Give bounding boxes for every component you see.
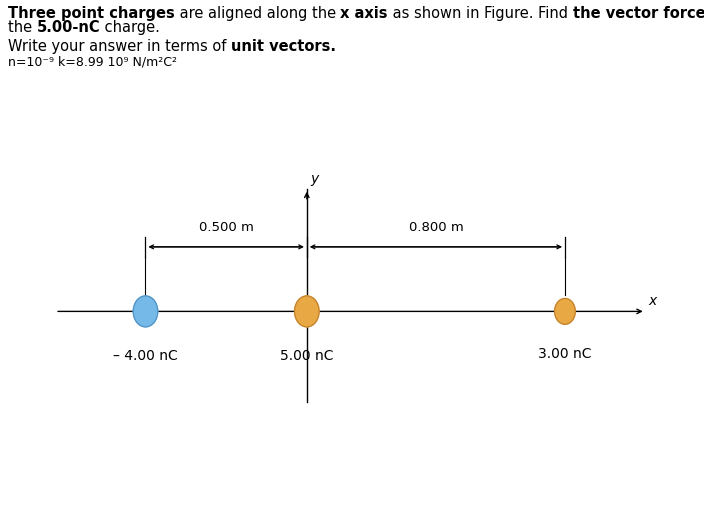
Text: – 4.00 nC: – 4.00 nC bbox=[113, 350, 178, 364]
Text: unit vectors.: unit vectors. bbox=[231, 39, 336, 53]
Text: 5.00-nC: 5.00-nC bbox=[37, 20, 101, 35]
Text: Write your answer in terms of: Write your answer in terms of bbox=[8, 39, 231, 53]
Text: the: the bbox=[8, 20, 37, 35]
Text: are aligned along the: are aligned along the bbox=[175, 6, 341, 21]
Text: the vector force: the vector force bbox=[572, 6, 704, 21]
Ellipse shape bbox=[555, 298, 575, 324]
Text: charge.: charge. bbox=[101, 20, 161, 35]
Text: 5.00 nC: 5.00 nC bbox=[280, 350, 334, 364]
Text: 3.00 nC: 3.00 nC bbox=[539, 347, 591, 361]
Text: x: x bbox=[649, 294, 657, 308]
Text: y: y bbox=[310, 171, 318, 185]
Ellipse shape bbox=[133, 296, 158, 327]
Text: 0.500 m: 0.500 m bbox=[199, 221, 253, 234]
Text: n=10⁻⁹ k=8.99 10⁹ N/m²C²: n=10⁻⁹ k=8.99 10⁹ N/m²C² bbox=[8, 55, 177, 68]
Text: 0.800 m: 0.800 m bbox=[408, 221, 463, 234]
Text: x axis: x axis bbox=[341, 6, 388, 21]
Text: as shown in Figure. Find: as shown in Figure. Find bbox=[388, 6, 572, 21]
Text: Three point charges: Three point charges bbox=[8, 6, 175, 21]
Ellipse shape bbox=[294, 296, 319, 327]
